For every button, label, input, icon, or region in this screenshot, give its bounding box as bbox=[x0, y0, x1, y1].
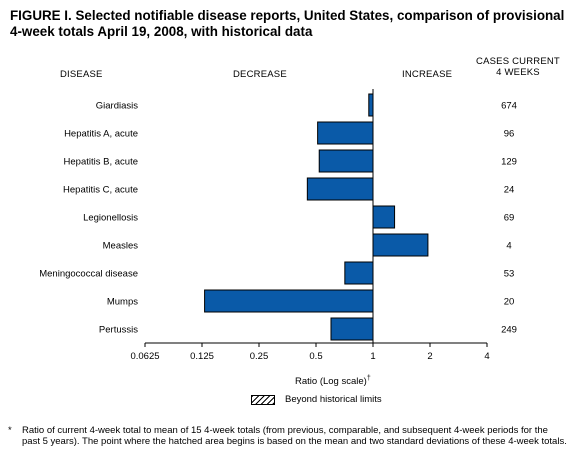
bar bbox=[318, 149, 374, 173]
cases-value: 20 bbox=[504, 297, 515, 308]
legend: Beyond historical limits bbox=[251, 394, 382, 405]
x-tick-label: 0.0625 bbox=[130, 351, 159, 362]
bar bbox=[204, 289, 374, 313]
x-tick-label: 2 bbox=[427, 351, 432, 362]
category-label: Giardiasis bbox=[96, 101, 138, 112]
cases-value: 249 bbox=[501, 325, 517, 336]
cases-header-line2: 4 WEEKS bbox=[496, 67, 540, 78]
decrease-label: DECREASE bbox=[233, 69, 287, 80]
bar bbox=[330, 317, 374, 341]
x-tick-label: 0.125 bbox=[190, 351, 214, 362]
bar bbox=[372, 233, 429, 257]
bar bbox=[372, 205, 396, 229]
increase-label: INCREASE bbox=[402, 69, 453, 80]
cases-value: 53 bbox=[504, 269, 515, 280]
cases-header-line1: CASES CURRENT bbox=[476, 56, 560, 67]
cases-value: 69 bbox=[504, 213, 515, 224]
category-label: Pertussis bbox=[99, 325, 138, 336]
category-label: Mumps bbox=[107, 297, 138, 308]
x-axis-label: Ratio (Log scale)† bbox=[295, 375, 371, 387]
category-label: Measles bbox=[103, 241, 139, 252]
bar bbox=[306, 177, 374, 201]
hatched-swatch bbox=[251, 394, 275, 405]
category-label: Hepatitis B, acute bbox=[64, 157, 138, 168]
footnote: * Ratio of current 4-week total to mean … bbox=[8, 425, 568, 447]
chart-title: FIGURE I. Selected notifiable disease re… bbox=[10, 8, 565, 39]
x-tick-label: 1 bbox=[370, 351, 375, 362]
footnote-mark: * bbox=[8, 425, 12, 436]
cases-value: 96 bbox=[504, 129, 515, 140]
disease-column-header: DISEASE bbox=[60, 69, 103, 80]
x-tick-label: 0.5 bbox=[309, 351, 322, 362]
bar bbox=[317, 121, 374, 145]
category-label: Hepatitis C, acute bbox=[63, 185, 138, 196]
cases-value: 674 bbox=[501, 101, 517, 112]
legend-label: Beyond historical limits bbox=[285, 394, 382, 405]
cases-value: 24 bbox=[504, 185, 515, 196]
category-label: Meningococcal disease bbox=[39, 269, 138, 280]
bar bbox=[344, 261, 374, 285]
category-label: Legionellosis bbox=[83, 213, 138, 224]
category-label: Hepatitis A, acute bbox=[64, 129, 138, 140]
cases-value: 4 bbox=[506, 241, 511, 252]
bar bbox=[368, 93, 374, 117]
x-tick-label: 4 bbox=[484, 351, 489, 362]
cases-column-header: CASES CURRENT 4 WEEKS bbox=[470, 56, 566, 78]
cases-value: 129 bbox=[501, 157, 517, 168]
footnote-text: Ratio of current 4-week total to mean of… bbox=[22, 425, 567, 447]
x-tick-label: 0.25 bbox=[250, 351, 269, 362]
x-axis-label-text: Ratio (Log scale) bbox=[295, 376, 367, 388]
x-axis-label-mark: † bbox=[366, 375, 371, 382]
